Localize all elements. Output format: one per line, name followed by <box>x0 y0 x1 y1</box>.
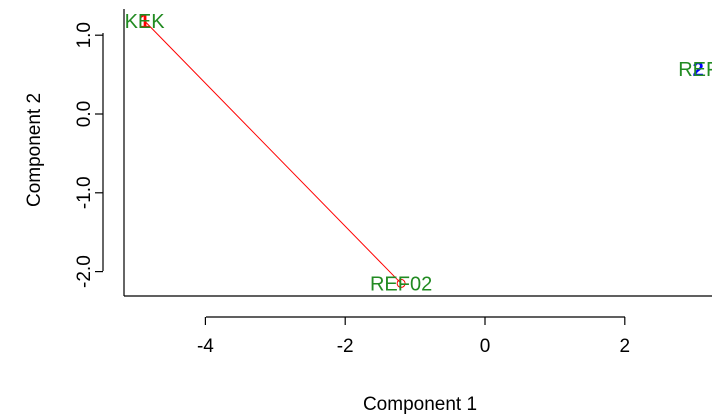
point-marker: 1 <box>139 11 150 33</box>
x-axis: -4 -2 0 2 <box>197 316 630 357</box>
y-tick-label: -2.0 <box>74 255 95 288</box>
y-axis: -2.0 -1.0 0.0 1.0 <box>74 22 104 288</box>
y-tick-label: 0.0 <box>74 101 95 127</box>
point-label: KEK <box>125 11 166 33</box>
x-tick-label: -2 <box>337 336 354 357</box>
x-axis-title: Component 1 <box>363 394 477 414</box>
y-tick-label: 1.0 <box>74 22 95 48</box>
x-tick-label: 2 <box>620 336 631 357</box>
connector-line <box>144 20 402 284</box>
point-label: REF02 <box>370 273 432 295</box>
point-marker <box>396 278 406 288</box>
y-tick-label: -1.0 <box>74 176 95 209</box>
segments <box>144 20 402 284</box>
point-label: REF <box>678 59 712 81</box>
point-marker: 2 <box>693 59 704 81</box>
x-tick-label: -4 <box>197 336 214 357</box>
x-ticks: -4 -2 0 2 <box>197 317 630 357</box>
plot-frame <box>123 9 712 297</box>
y-axis-title: Component 2 <box>24 93 45 207</box>
x-tick-label: 0 <box>480 336 491 357</box>
y-ticks: -2.0 -1.0 0.0 1.0 <box>74 22 103 288</box>
